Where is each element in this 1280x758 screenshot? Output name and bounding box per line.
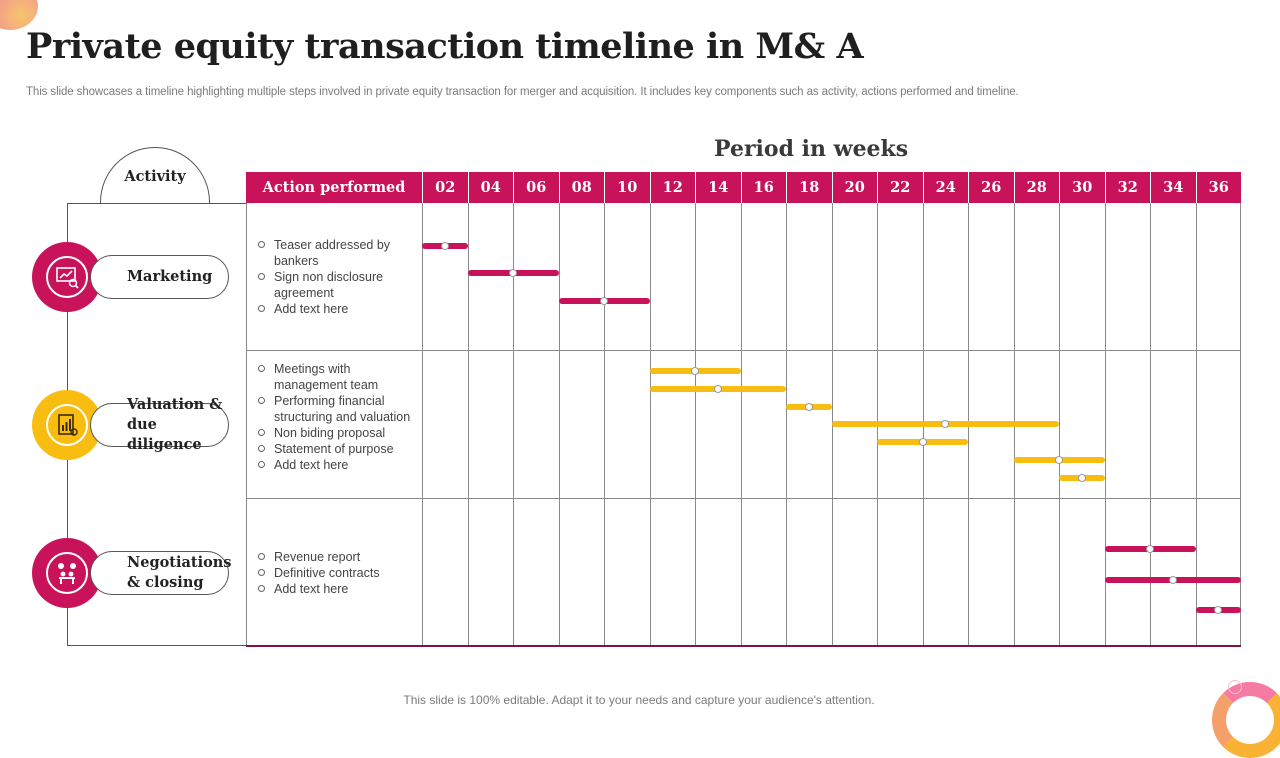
- timeline-bar-marker: [1055, 456, 1063, 464]
- week-header-08: 08: [558, 172, 604, 203]
- corner-decoration-dot: [1228, 680, 1242, 694]
- activity-negotiations-label: Negotiations & closing: [90, 551, 231, 595]
- week-header-32: 32: [1104, 172, 1150, 203]
- week-header-20: 20: [831, 172, 877, 203]
- action-item: Add text here: [258, 457, 418, 473]
- week-header-14: 14: [695, 172, 741, 203]
- timeline-bar-marker: [1214, 606, 1223, 614]
- grid-column-line: [1104, 203, 1106, 647]
- grid-column-line: [558, 203, 560, 647]
- action-item: Add text here: [258, 301, 418, 317]
- activity-valuation-label: Valuation & due diligence: [90, 396, 229, 453]
- period-label: Period in weeks: [714, 136, 909, 162]
- action-item: Statement of purpose: [258, 441, 418, 457]
- grid-row-line: [246, 498, 1241, 499]
- slide-subtitle: This slide showcases a timeline highligh…: [26, 86, 1019, 98]
- timeline-bar-marker: [1168, 576, 1177, 584]
- activity-valuation: Valuation & due diligence: [32, 390, 232, 460]
- week-header-18: 18: [786, 172, 832, 203]
- week-header-24: 24: [922, 172, 968, 203]
- action-item: Non biding proposal: [258, 425, 418, 441]
- grid-bottom-line: [246, 645, 1241, 647]
- grid-row-line: [246, 350, 1241, 351]
- action-item: Teaser addressed by bankers: [258, 237, 418, 269]
- footer-note: This slide is 100% editable. Adapt it to…: [403, 693, 875, 707]
- action-item: Sign non disclosure agreement: [258, 269, 418, 301]
- activity-negotiations: Negotiations & closing: [32, 538, 232, 608]
- week-header-22: 22: [877, 172, 923, 203]
- timeline-bar-marker: [691, 367, 699, 375]
- activity-header: Activity: [100, 147, 210, 205]
- timeline-bar-marker: [1146, 545, 1154, 553]
- timeline-bar-marker: [941, 420, 950, 428]
- grid-column-line: [1240, 203, 1241, 647]
- grid-column-line: [1150, 203, 1151, 647]
- grid-column-line: [467, 203, 469, 647]
- negotiations-actions: Revenue report Definitive contracts Add …: [258, 549, 418, 597]
- activity-marketing-label: Marketing: [90, 255, 229, 299]
- grid-column-line: [246, 203, 247, 647]
- marketing-actions: Teaser addressed by bankers Sign non dis…: [258, 237, 418, 317]
- slide-title: Private equity transaction timeline in M…: [26, 26, 864, 67]
- grid-column-line: [786, 203, 787, 647]
- action-item: Performing financial structuring and val…: [258, 393, 418, 425]
- week-header-30: 30: [1059, 172, 1105, 203]
- presentation-chart-icon: [56, 267, 79, 289]
- action-item: Add text here: [258, 581, 418, 597]
- grid-column-line: [649, 203, 651, 647]
- grid-column-line: [695, 203, 696, 647]
- report-document-icon: [58, 414, 78, 436]
- grid-column-line: [740, 203, 742, 647]
- timeline-bar-marker: [1077, 474, 1086, 482]
- week-header-04: 04: [467, 172, 513, 203]
- action-item: Revenue report: [258, 549, 418, 565]
- timeline-bar-marker: [804, 403, 813, 411]
- grid-column-line: [422, 203, 423, 647]
- timeline-bar-marker: [713, 385, 722, 393]
- week-header-26: 26: [968, 172, 1014, 203]
- grid-column-line: [513, 203, 514, 647]
- week-header-34: 34: [1150, 172, 1196, 203]
- grid-column-line: [1195, 203, 1197, 647]
- timeline-grid: Action performed 02 04 06 08 10 12 14 16 18 20 22 2…: [246, 172, 1243, 647]
- week-header-10: 10: [604, 172, 650, 203]
- grid-column-line: [1059, 203, 1060, 647]
- valuation-actions: Meetings with management team Performing…: [258, 361, 418, 473]
- timeline-bar-marker: [918, 438, 927, 446]
- week-header-12: 12: [649, 172, 695, 203]
- action-item: Definitive contracts: [258, 565, 418, 581]
- action-item: Meetings with management team: [258, 361, 418, 393]
- week-header-36: 36: [1195, 172, 1241, 203]
- week-header-16: 16: [740, 172, 786, 203]
- week-header-28: 28: [1013, 172, 1059, 203]
- week-header-06: 06: [513, 172, 559, 203]
- timeline-bar-marker: [600, 297, 608, 305]
- timeline-bar-marker: [440, 242, 449, 250]
- meeting-handshake-icon: [58, 563, 76, 584]
- week-header-02: 02: [422, 172, 468, 203]
- timeline-bar-marker: [509, 269, 517, 277]
- action-performed-header: Action performed: [246, 172, 422, 203]
- activity-marketing: Marketing: [32, 242, 232, 312]
- grid-column-line: [604, 203, 605, 647]
